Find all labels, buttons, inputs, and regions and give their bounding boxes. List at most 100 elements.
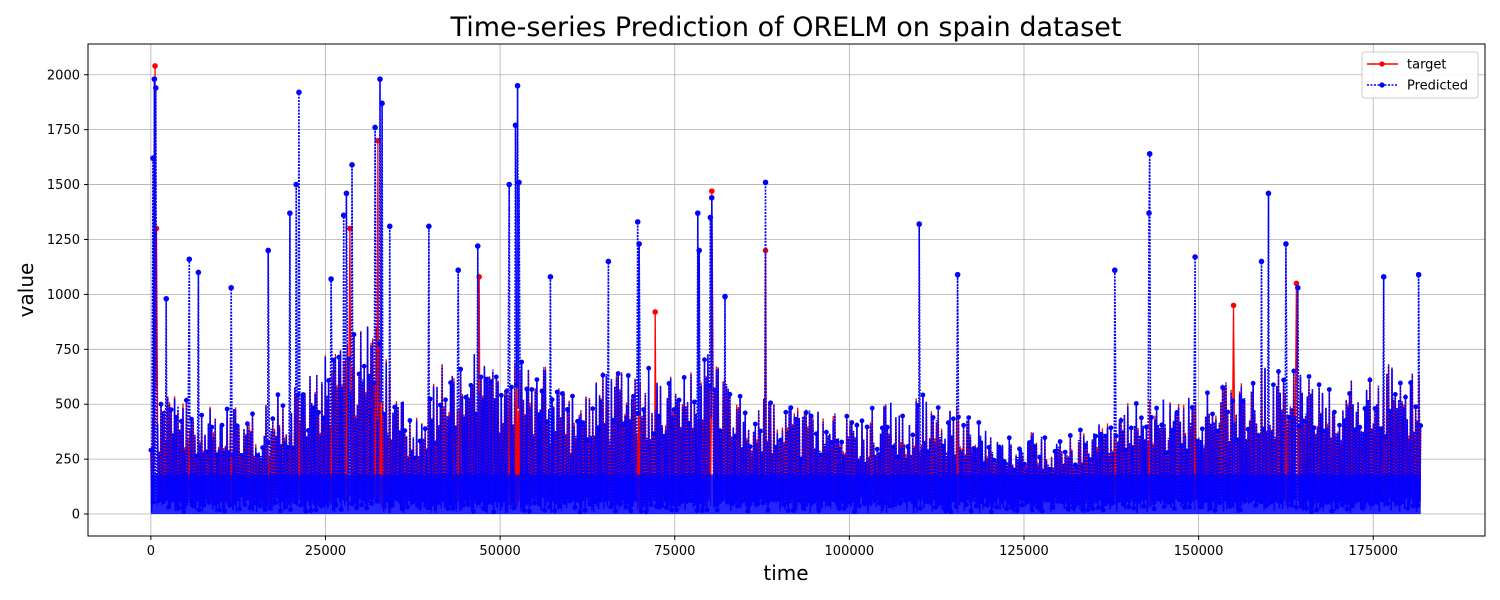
predicted-point [1006,435,1012,441]
target-point [1293,280,1300,287]
predicted-point [1403,394,1408,400]
predicted-point [636,411,641,416]
predicted-point [565,407,570,412]
predicted-point [570,393,575,399]
predicted-peak-point [1380,274,1387,280]
predicted-point [1372,406,1378,411]
target-point [1230,302,1237,309]
predicted-point [427,396,433,402]
predicted-point [1326,387,1332,392]
predicted-point [377,341,382,347]
predicted-point [1352,427,1358,433]
predicted-point [595,425,601,431]
plot-area [148,63,1424,515]
predicted-point [1169,427,1175,433]
predicted-peak-point [163,295,170,302]
predicted-point [727,391,733,397]
predicted-peak-point [1146,210,1152,216]
predicted-point [641,407,646,412]
predicted-point [1413,404,1419,410]
predicted-point [1337,422,1342,428]
predicted-point [539,388,545,394]
predicted-point [1321,428,1327,434]
predicted-point [981,461,987,467]
predicted-point [676,397,682,403]
predicted-point [356,371,362,377]
predicted-point [1220,385,1225,390]
predicted-point [382,411,387,417]
predicted-point [544,419,550,424]
predicted-point [397,430,403,436]
predicted-point [1174,410,1180,415]
legend-label: target [1407,58,1447,73]
predicted-point [1347,391,1352,396]
predicted-point [747,444,753,450]
predicted-point [1215,428,1220,434]
predicted-peak-point [228,285,234,291]
predicted-peak-point [512,122,519,129]
predicted-peak-point [296,89,302,96]
y-tick-label: 1000 [47,288,80,303]
predicted-point [1230,398,1236,404]
predicted-peak-point [293,181,299,188]
predicted-point [1205,390,1210,396]
predicted-point [1291,368,1297,374]
predicted-point [793,416,799,422]
x-tick-label: 125000 [999,544,1049,559]
predicted-point [1078,427,1083,433]
predicted-point [422,426,428,432]
predicted-peak-point [151,76,158,82]
predicted-point [1296,423,1302,429]
predicted-point [412,455,418,461]
predicted-peak-point [195,269,202,276]
predicted-point [239,453,245,458]
predicted-point [808,413,814,419]
x-tick-label: 75000 [654,544,695,559]
predicted-point [1047,467,1053,472]
predicted-point [366,373,372,379]
predicted-point [204,449,210,455]
predicted-peak-point [343,190,350,197]
predicted-point [1164,450,1170,456]
predicted-peak-point [1283,241,1289,247]
x-tick-label: 175000 [1348,544,1398,559]
predicted-point [199,412,205,418]
predicted-point [859,418,865,424]
predicted-point [331,357,337,363]
predicted-point [519,359,525,365]
predicted-point [590,406,596,412]
predicted-point [514,382,519,388]
predicted-point [463,394,469,400]
predicted-point [575,418,580,424]
predicted-point [1225,409,1231,415]
predicted-point [646,365,652,371]
predicted-peak-point [152,85,159,91]
predicted-point [285,444,291,450]
target-point [152,63,158,69]
predicted-point [1083,442,1088,448]
predicted-point [305,428,311,433]
predicted-point [1306,374,1312,379]
plot-frame [87,43,1486,537]
predicted-point [280,403,286,408]
predicted-peak-point [349,162,355,168]
predicted-point [829,440,834,445]
predicted-point [1332,409,1337,415]
predicted-point [1210,411,1215,417]
predicted-point [1392,392,1398,397]
y-tick-label: 750 [55,343,80,358]
y-tick-label: 2000 [47,68,80,83]
predicted-point [732,433,738,439]
predicted-point [1128,425,1134,431]
predicted-peak-point [694,210,701,216]
predicted-point [869,405,875,411]
predicted-point [1103,433,1109,439]
predicted-point [417,438,423,444]
predicted-point [148,447,154,453]
predicted-point [1057,439,1063,444]
legend-marker [1379,82,1385,88]
predicted-point [1301,418,1307,424]
predicted-point [661,433,667,439]
predicted-point [1139,415,1144,421]
predicted-point [1260,426,1266,432]
